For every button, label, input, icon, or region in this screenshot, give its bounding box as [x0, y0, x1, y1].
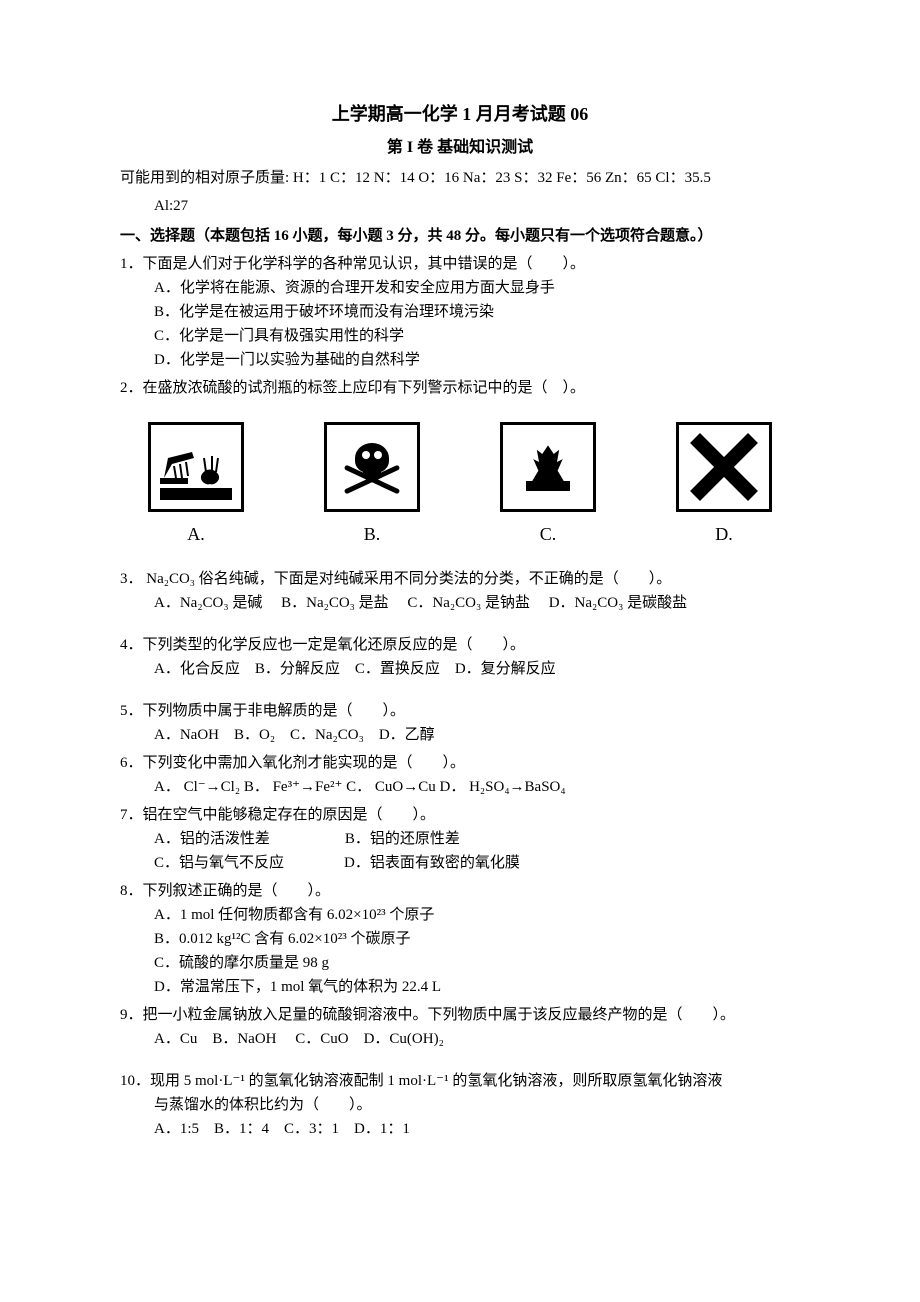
- hazard-option-c: C.: [500, 422, 596, 549]
- question-8-option-c: C．硫酸的摩尔质量是 98 g: [154, 951, 800, 975]
- question-5: 5．下列物质中属于非电解质的是（ ）。 A．NaOH B．O₂ C．Na₂CO₃…: [120, 699, 800, 747]
- hazard-option-b: B.: [324, 422, 420, 549]
- question-2: 2．在盛放浓硫酸的试剂瓶的标签上应印有下列警示标记中的是（ ）。: [120, 376, 800, 400]
- question-10: 10．现用 5 mol·L⁻¹ 的氢氧化钠溶液配制 1 mol·L⁻¹ 的氢氧化…: [120, 1069, 800, 1141]
- question-1-option-a: A．化学将在能源、资源的合理开发和安全应用方面大显身手: [154, 276, 800, 300]
- question-3: 3． Na₂CO₃ 俗名纯碱，下面是对纯碱采用不同分类法的分类，不正确的是（ ）…: [120, 567, 800, 615]
- question-1-text: 1．下面是人们对于化学科学的各种常见认识，其中错误的是（ ）。: [120, 252, 800, 276]
- question-4-text: 4．下列类型的化学反应也一定是氧化还原反应的是（ ）。: [120, 633, 800, 657]
- question-3-text: 3． Na₂CO₃ 俗名纯碱，下面是对纯碱采用不同分类法的分类，不正确的是（ ）…: [120, 567, 800, 591]
- question-7-options-line1: A．铝的活泼性差 B．铝的还原性差: [154, 827, 800, 851]
- question-5-text: 5．下列物质中属于非电解质的是（ ）。: [120, 699, 800, 723]
- question-1-option-d: D．化学是一门以实验为基础的自然科学: [154, 348, 800, 372]
- atomic-mass-line-2: Al:27: [154, 194, 800, 218]
- atomic-mass-line-1: 可能用到的相对原子质量: H：1 C：12 N：14 O：16 Na：23 S：…: [120, 166, 800, 190]
- question-10-text-line1: 10．现用 5 mol·L⁻¹ 的氢氧化钠溶液配制 1 mol·L⁻¹ 的氢氧化…: [120, 1069, 800, 1093]
- question-8-option-d: D．常温常压下，1 mol 氧气的体积为 22.4 L: [154, 975, 800, 999]
- question-3-options: A．Na₂CO₃ 是碱 B．Na₂CO₃ 是盐 C．Na₂CO₃ 是钠盐 D．N…: [154, 591, 800, 615]
- question-8-option-a: A．1 mol 任何物质都含有 6.02×10²³ 个原子: [154, 903, 800, 927]
- question-6: 6．下列变化中需加入氧化剂才能实现的是（ ）。 A． Cl⁻→Cl₂ B． Fe…: [120, 751, 800, 799]
- hazard-label-c: C.: [540, 520, 557, 549]
- corrosive-icon: [148, 422, 244, 512]
- question-1-option-c: C．化学是一门具有极强实用性的科学: [154, 324, 800, 348]
- toxic-skull-icon: [324, 422, 420, 512]
- question-9-options: A．Cu B．NaOH C．CuO D．Cu(OH)₂: [154, 1027, 800, 1051]
- exam-page: 上学期高一化学 1 月月考试题 06 第 I 卷 基础知识测试 可能用到的相对原…: [0, 0, 920, 1205]
- question-10-options: A．1:5 B．1：4 C．3：1 D．1：1: [154, 1117, 800, 1141]
- section-1-heading: 一、选择题（本题包括 16 小题，每小题 3 分，共 48 分。每小题只有一个选…: [120, 224, 800, 248]
- page-title: 上学期高一化学 1 月月考试题 06: [120, 100, 800, 129]
- question-9-text: 9．把一小粒金属钠放入足量的硫酸铜溶液中。下列物质中属于该反应最终产物的是（ ）…: [120, 1003, 800, 1027]
- question-8: 8．下列叙述正确的是（ ）。 A．1 mol 任何物质都含有 6.02×10²³…: [120, 879, 800, 999]
- question-10-text-line2: 与蒸馏水的体积比约为（ ）。: [154, 1093, 800, 1117]
- page-subtitle: 第 I 卷 基础知识测试: [120, 135, 800, 161]
- question-7: 7．铝在空气中能够稳定存在的原因是（ ）。 A．铝的活泼性差 B．铝的还原性差 …: [120, 803, 800, 875]
- question-2-text: 2．在盛放浓硫酸的试剂瓶的标签上应印有下列警示标记中的是（ ）。: [120, 376, 800, 400]
- flammable-icon: [500, 422, 596, 512]
- question-7-options-line2: C．铝与氧气不反应 D．铝表面有致密的氧化膜: [154, 851, 800, 875]
- hazard-option-a: A.: [148, 422, 244, 549]
- question-4-options: A．化合反应 B．分解反应 C．置换反应 D．复分解反应: [154, 657, 800, 681]
- hazard-label-b: B.: [364, 520, 381, 549]
- question-6-options: A． Cl⁻→Cl₂ B． Fe³⁺→Fe²⁺ C． CuO→Cu D． H₂S…: [154, 775, 800, 799]
- question-4: 4．下列类型的化学反应也一定是氧化还原反应的是（ ）。 A．化合反应 B．分解反…: [120, 633, 800, 681]
- question-8-option-b: B．0.012 kg¹²C 含有 6.02×10²³ 个碳原子: [154, 927, 800, 951]
- hazard-label-a: A.: [187, 520, 205, 549]
- hazard-option-d: D.: [676, 422, 772, 549]
- question-1: 1．下面是人们对于化学科学的各种常见认识，其中错误的是（ ）。 A．化学将在能源…: [120, 252, 800, 372]
- question-1-option-b: B．化学是在被运用于破坏环境而没有治理环境污染: [154, 300, 800, 324]
- question-6-text: 6．下列变化中需加入氧化剂才能实现的是（ ）。: [120, 751, 800, 775]
- hazard-label-d: D.: [715, 520, 733, 549]
- question-7-text: 7．铝在空气中能够稳定存在的原因是（ ）。: [120, 803, 800, 827]
- hazard-icons-row: A. B. C.: [148, 422, 772, 549]
- irritant-x-icon: [676, 422, 772, 512]
- question-9: 9．把一小粒金属钠放入足量的硫酸铜溶液中。下列物质中属于该反应最终产物的是（ ）…: [120, 1003, 800, 1051]
- question-8-text: 8．下列叙述正确的是（ ）。: [120, 879, 800, 903]
- question-5-options: A．NaOH B．O₂ C．Na₂CO₃ D．乙醇: [154, 723, 800, 747]
